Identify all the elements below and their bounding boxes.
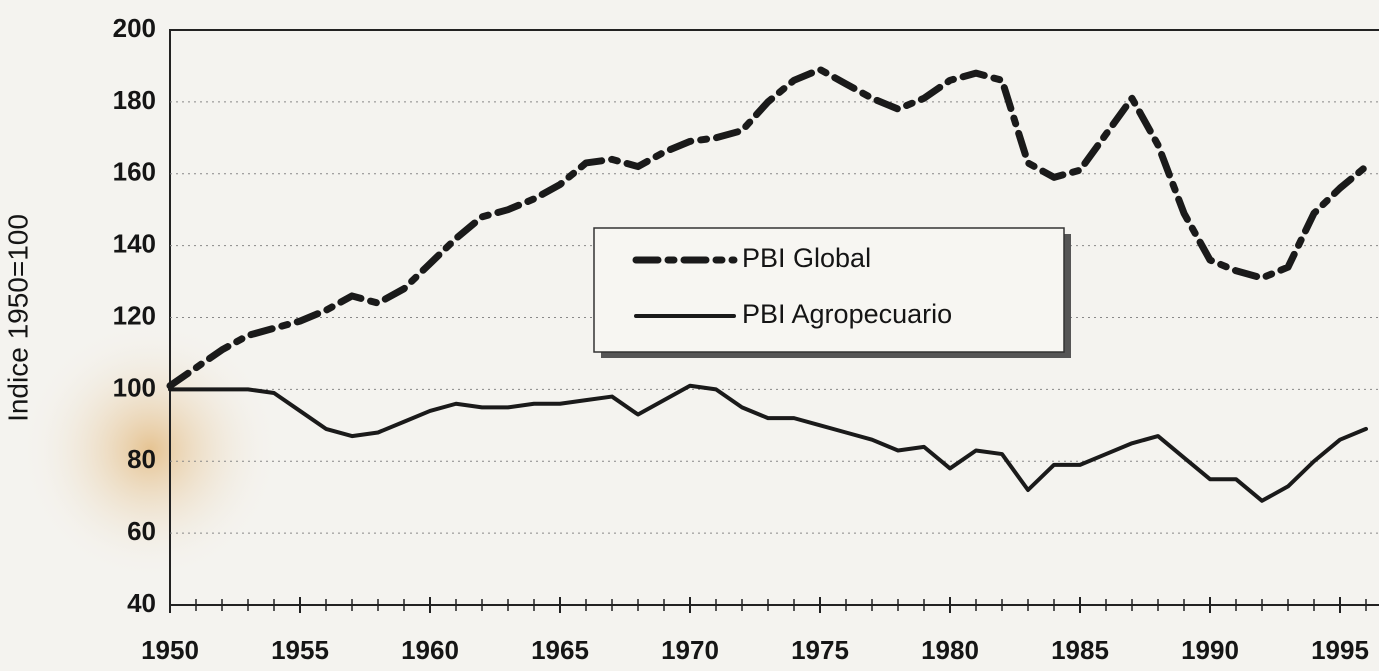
y-tick-label: 80 bbox=[127, 444, 156, 474]
legend-box bbox=[593, 227, 1065, 353]
x-tick-label: 1980 bbox=[921, 635, 979, 665]
legend: PBI Global PBI Agropecuario bbox=[593, 227, 1071, 358]
y-tick-label: 180 bbox=[113, 85, 156, 115]
x-tick-label: 1970 bbox=[661, 635, 719, 665]
background-decoration bbox=[20, 320, 280, 580]
y-tick-label: 120 bbox=[113, 300, 156, 330]
y-tick-label: 200 bbox=[113, 13, 156, 43]
legend-text: PBI Agropecuario bbox=[742, 299, 952, 329]
x-tick-label: 1990 bbox=[1181, 635, 1239, 665]
x-tick-label: 1955 bbox=[271, 635, 329, 665]
x-tick-label: 1965 bbox=[531, 635, 589, 665]
series-line bbox=[168, 383, 1368, 503]
x-tick-label: 1960 bbox=[401, 635, 459, 665]
x-tick-label: 1995 bbox=[1311, 635, 1369, 665]
x-tick-label: 1975 bbox=[791, 635, 849, 665]
y-tick-label: 160 bbox=[113, 157, 156, 187]
y-axis-label: Indice 1950=100 bbox=[2, 214, 33, 422]
y-tick-label: 60 bbox=[127, 516, 156, 546]
x-tick-label: 1985 bbox=[1051, 635, 1109, 665]
y-tick-label: 40 bbox=[127, 588, 156, 618]
y-tick-label: 100 bbox=[113, 372, 156, 402]
x-tick-label: 1950 bbox=[141, 635, 199, 665]
legend-text: PBI Global bbox=[742, 243, 871, 273]
y-tick-label: 140 bbox=[113, 229, 156, 259]
series-line bbox=[166, 66, 1370, 390]
